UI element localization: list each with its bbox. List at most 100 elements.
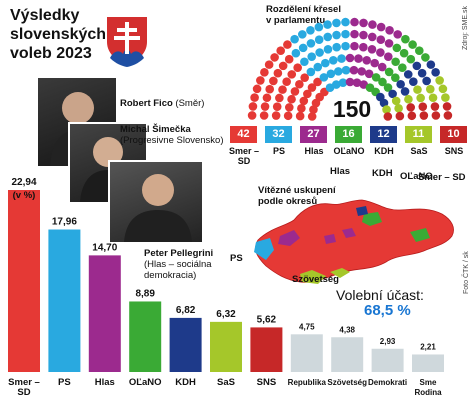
category-label: Hlas [95, 377, 115, 388]
title-line: voleb 2023 [10, 45, 92, 62]
bar-value-label: 17,96 [52, 217, 77, 228]
photo-credit: Foto ČTK / sk [463, 251, 470, 294]
seat-dot [278, 61, 288, 71]
seat-dot [431, 111, 441, 120]
seat-dot [256, 76, 265, 85]
seat-party-name: SNS [444, 146, 464, 156]
seat-dot [359, 18, 368, 28]
seat-dot [377, 62, 387, 72]
seat-dot [248, 102, 258, 111]
seat-dot [422, 76, 431, 86]
seat-dot [287, 70, 297, 79]
title-line: slovenských [10, 26, 107, 43]
title-line: Výsledky [10, 7, 80, 24]
bar-value-label: 8,89 [135, 288, 155, 299]
category-label: OĽaNO [129, 377, 162, 388]
seat-dot [368, 20, 377, 29]
seat-dot [426, 60, 436, 69]
seat-dot [276, 46, 286, 56]
bar [48, 229, 81, 372]
category-label: KDH [175, 377, 196, 388]
seat-dot [337, 54, 346, 63]
seat-dot [323, 45, 333, 54]
category-label: Szövetség [327, 378, 367, 387]
seat-party-name: SaS [410, 146, 428, 156]
seat-dot [298, 30, 307, 39]
seat-party-name: KDH [374, 146, 394, 156]
seat-dot [332, 30, 341, 40]
seat-dot [290, 87, 300, 96]
seat-dot [271, 111, 281, 120]
seat-dot [349, 65, 359, 75]
category-label: SNS [257, 377, 277, 388]
seat-dot [409, 77, 418, 87]
turnout-label: Volební účast: [336, 287, 424, 303]
seat-dot [394, 104, 403, 113]
seat-dot [425, 84, 435, 94]
seat-dot [417, 68, 427, 78]
seat-dot [443, 111, 453, 120]
seat-dot [341, 41, 350, 51]
seat-dot [391, 73, 400, 82]
seat-dot [404, 94, 413, 104]
seat-dot [359, 42, 368, 52]
parliament-hemicycle [247, 17, 453, 121]
seat-dot [283, 111, 293, 121]
seat-dot [328, 55, 338, 65]
label-peter-pellegrini: Peter Pellegrini (Hlas – sociálna demokr… [144, 248, 213, 281]
seat-dot [306, 39, 316, 48]
seat-dot [307, 52, 317, 61]
seat-dot [392, 43, 402, 53]
parliament-title: Rozdělení křesel v parlamentu [266, 4, 341, 26]
bar-value-label: 4,38 [339, 325, 355, 334]
seat-dot [384, 39, 394, 48]
seat-dot [412, 61, 422, 71]
seat-dot [403, 70, 413, 79]
seat-dot [401, 34, 410, 44]
seat-dot [291, 48, 301, 58]
seat-dot [396, 79, 405, 89]
seat-dot [385, 26, 394, 35]
seat-dot [391, 57, 400, 67]
seat-count-box: 11 [405, 126, 432, 143]
seat-dot [431, 68, 440, 77]
category-label: SaS [217, 377, 235, 388]
seat-dot [299, 96, 309, 106]
seat-dot [367, 32, 377, 42]
seat-dot [250, 93, 259, 102]
seat-dot [383, 112, 393, 121]
seat-dot [345, 77, 355, 87]
slovakia-districts-map [254, 199, 454, 284]
seat-dot [399, 48, 409, 58]
page-title: Výsledky slovenských voleb 2023 [10, 6, 120, 63]
seat-dot [341, 17, 350, 27]
seat-party-name: PS [272, 146, 285, 156]
seat-dot [319, 73, 329, 82]
seat-dot [287, 94, 296, 104]
seat-dot [388, 89, 397, 99]
seat-dot [332, 18, 341, 28]
seat-dot [315, 48, 324, 57]
seat-dot [284, 103, 294, 112]
bar [371, 348, 404, 372]
map-label-olano: OĽaNO [400, 171, 433, 182]
seat-dot [393, 30, 402, 39]
bar-value-label: 22,94 [11, 177, 36, 188]
seat-dot [406, 103, 416, 112]
seat-dot [395, 111, 405, 121]
seat-dot [293, 63, 302, 72]
seat-dot [259, 111, 269, 120]
seat-dot [278, 85, 287, 94]
seat-dot [408, 40, 417, 49]
seat-dot [406, 54, 416, 64]
bar-value-label: 2,21 [420, 342, 436, 351]
category-label: Smer – [8, 377, 40, 388]
seat-dot [331, 80, 341, 89]
bar-value-label: 6,82 [176, 305, 196, 316]
seat-dot [345, 53, 355, 63]
politician-party: (Progresivne Slovensko) [120, 135, 224, 146]
politician-party: demokracia) [144, 270, 197, 281]
seat-dot [306, 67, 316, 77]
seat-party-name: Smer – SD [228, 146, 260, 166]
seat-dot [260, 68, 269, 77]
